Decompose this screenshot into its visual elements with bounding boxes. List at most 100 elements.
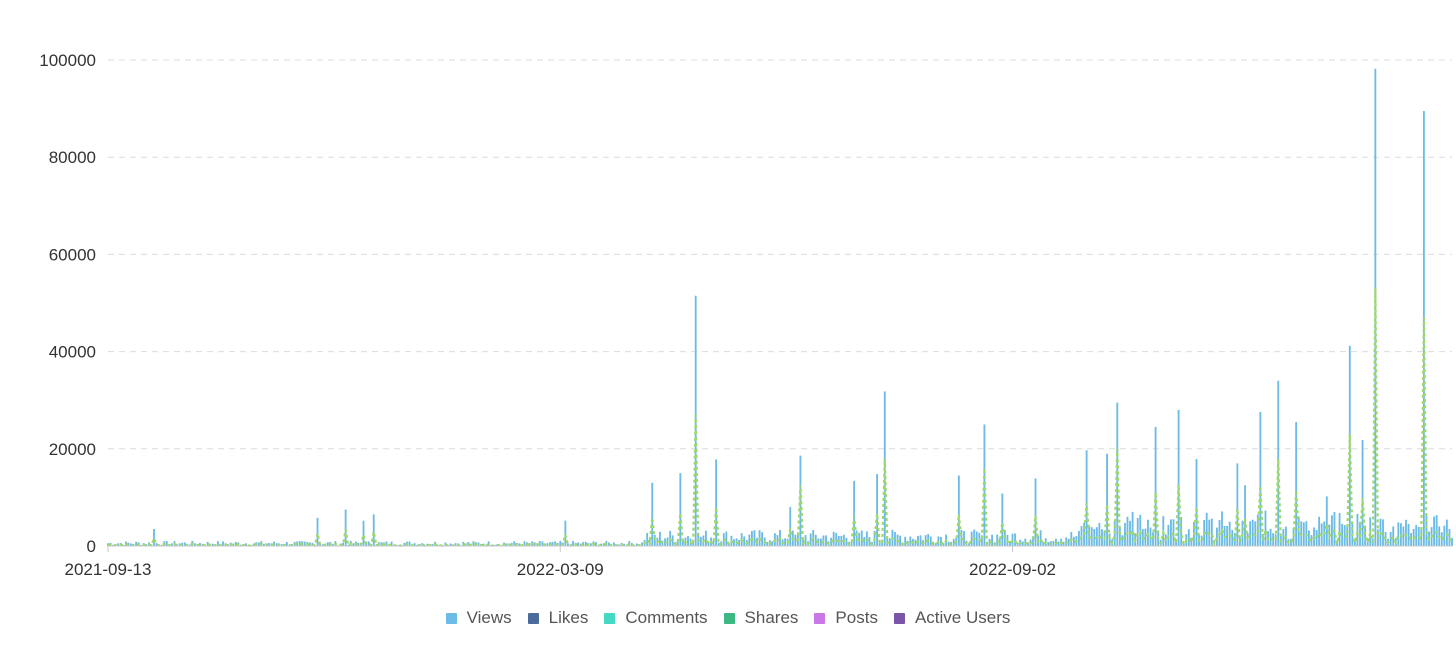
views-bar [753,530,756,546]
y-tick-label: 60000 [49,245,96,264]
views-bar [316,517,319,546]
views-bar [671,535,674,546]
legend-label: Comments [625,608,708,627]
views-bar [845,537,848,546]
x-axis: 2021-09-13 2022-03-09 2022-09-02 [65,545,1452,579]
views-bar [1251,519,1254,546]
views-bar [1088,526,1091,546]
views-bar [418,544,421,546]
views-bar [303,541,306,546]
views-bar [1361,440,1364,546]
views-bar [658,531,661,546]
views-bar [1325,496,1328,546]
views-bar [584,541,587,546]
views-bar [319,543,321,546]
views-bar [1236,463,1239,546]
views-bar [1190,537,1193,546]
views-bar [1249,521,1252,546]
views-bar [919,535,922,546]
views-bar [804,535,807,546]
views-bar [1420,529,1423,546]
views-bar [630,543,633,546]
views-bar [1170,519,1172,546]
views-bar [1195,459,1198,546]
views-bar [1139,514,1142,546]
views-bar [1415,524,1418,546]
legend-item[interactable]: Shares [723,608,798,628]
views-bar [635,543,638,546]
views-bar [321,544,324,546]
views-bar [510,542,513,546]
views-bar [1231,529,1234,546]
views-bar [541,541,544,546]
views-bar [487,541,490,546]
views-bar [717,542,720,546]
legend-item[interactable]: Likes [527,608,588,628]
views-bar [449,543,452,546]
views-bar [523,541,526,546]
views-bar [929,536,932,546]
views-bar [794,534,797,546]
views-bar [275,543,278,546]
views-bar [840,535,843,546]
views-bar [1282,529,1285,546]
views-bar [1295,422,1298,546]
views-bar [641,542,643,546]
views-bar [280,544,283,546]
views-bar [1093,528,1096,546]
views-bar [145,544,148,546]
legend-item[interactable]: Comments [604,608,708,628]
views-bar [1397,522,1400,546]
views-bar [1047,541,1050,546]
views-bar [408,541,411,546]
views-bar [472,541,475,546]
views-bar [1297,516,1300,546]
views-bar [1338,513,1341,546]
views-bar [170,543,173,546]
views-bar [1126,516,1129,546]
views-bar [193,543,196,546]
views-bar [347,544,350,546]
views-bar [398,544,401,546]
views-bar [1402,526,1405,546]
views-bar [957,475,960,546]
views-bar [426,543,429,546]
views-bar [482,543,485,546]
views-bar [707,541,710,546]
views-bars [107,68,1453,546]
views-bar [477,542,480,546]
views-bar [771,541,774,546]
views-bar [467,542,470,546]
views-bar [183,542,186,546]
views-bar [533,542,536,546]
views-bar [1254,521,1257,546]
views-bar [970,531,973,546]
views-bar [380,542,383,546]
legend-label: Active Users [914,608,1011,627]
views-bar [1292,527,1295,546]
legend-item[interactable]: Views [445,608,512,628]
views-bar [819,538,822,546]
views-bar [1032,536,1034,546]
views-bar [567,543,569,546]
views-bar [1425,515,1428,546]
views-bar [623,543,626,546]
views-bar [1443,525,1446,546]
views-bar [130,543,132,546]
views-bar [122,544,125,546]
legend-item[interactable]: Active Users [893,608,1011,628]
views-bar [743,536,746,546]
views-bar [564,520,567,546]
views-bar [1078,530,1080,546]
views-bar [1014,533,1016,546]
views-bar [1216,527,1218,546]
legend-item[interactable]: Posts [814,608,878,628]
views-bar [980,535,983,546]
views-bar [960,530,963,546]
views-bar [860,530,863,546]
views-bar [850,541,853,546]
views-bar [1154,426,1157,546]
views-bar [199,542,201,546]
views-bar [1085,450,1088,546]
views-bar [390,541,393,546]
